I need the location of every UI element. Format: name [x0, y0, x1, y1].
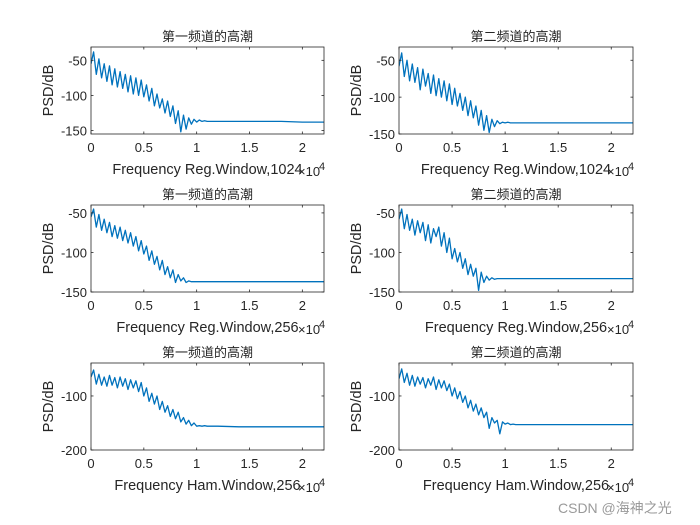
x-exponent: 4	[319, 477, 325, 489]
psd-series-line	[91, 369, 324, 428]
x-exponent-label: ×10	[298, 322, 320, 337]
x-exponent: 4	[319, 161, 325, 173]
x-tick-label: 0	[395, 298, 402, 313]
x-tick-label: 1	[193, 298, 200, 313]
subplot-title: 第一频道的高潮	[162, 345, 253, 361]
x-tick-label: 0.5	[443, 140, 461, 155]
x-tick-label: 0.5	[135, 456, 153, 471]
subplot-3: 0 0.5 1 1.5 2 -50 -100 -150 第一频道的高潮 Frequency Reg…	[41, 187, 325, 337]
axes-box	[90, 46, 325, 135]
subplot-title: 第二频道的高潮	[470, 29, 561, 45]
x-axis-label: Frequency Reg.Window,1024	[421, 162, 611, 178]
x-axis-label: Frequency Ham.Window,256	[114, 478, 300, 494]
x-tick-label: 2	[608, 140, 615, 155]
x-tick-label: 2	[608, 298, 615, 313]
y-tick-label: -200	[369, 443, 395, 458]
axes-box	[90, 204, 325, 293]
y-tick-label: -100	[369, 389, 395, 404]
x-exponent: 4	[628, 161, 634, 173]
x-tick-label: 0.5	[135, 140, 153, 155]
x-tick-label: 1.5	[240, 298, 258, 313]
psd-series-line	[91, 208, 324, 284]
x-tick-label: 1.5	[549, 298, 567, 313]
y-tick-label: -100	[61, 245, 87, 260]
x-tick-label: 1	[193, 140, 200, 155]
x-tick-label: 1	[502, 140, 509, 155]
y-tick-label: -100	[61, 88, 87, 103]
y-tick-label: -150	[369, 285, 395, 300]
x-tick-label: 1.5	[240, 456, 258, 471]
y-tick-label: -50	[68, 53, 87, 68]
x-tick-label: 2	[299, 298, 306, 313]
y-tick-label: -100	[369, 90, 395, 105]
subplot-title: 第一频道的高潮	[162, 29, 253, 45]
x-axis-label: Frequency Ham.Window,256	[423, 478, 609, 494]
y-tick-label: -50	[376, 206, 395, 221]
watermark: CSDN @海神之光	[558, 500, 672, 516]
axes-box	[90, 362, 325, 451]
x-tick-label: 0.5	[443, 456, 461, 471]
y-axis-label: PSD/dB	[41, 381, 57, 433]
x-tick-label: 1.5	[549, 140, 567, 155]
x-tick-label: 2	[299, 456, 306, 471]
x-tick-label: 0.5	[443, 298, 461, 313]
axes-box	[398, 204, 634, 293]
y-tick-label: -100	[61, 389, 87, 404]
subplot-6: 0 0.5 1 1.5 2 -100 -200 第二频道的高潮 Frequency Ham.Wi…	[349, 345, 634, 495]
x-exponent-label: ×10	[607, 480, 629, 495]
y-tick-label: -150	[369, 127, 395, 142]
x-axis-label: Frequency Reg.Window,256	[425, 320, 607, 336]
axes-box	[398, 46, 634, 135]
x-tick-label: 0	[87, 140, 94, 155]
x-tick-label: 0	[395, 140, 402, 155]
y-axis-label: PSD/dB	[349, 65, 365, 117]
psd-series-line	[91, 51, 324, 133]
x-axis-label: Frequency Reg.Window,256	[116, 320, 298, 336]
x-exponent: 4	[628, 477, 634, 489]
x-exponent: 4	[319, 319, 325, 331]
y-axis-label: PSD/dB	[349, 381, 365, 433]
subplot-title: 第二频道的高潮	[470, 345, 561, 361]
subplot-title: 第二频道的高潮	[470, 187, 561, 203]
y-tick-label: -50	[376, 53, 395, 68]
x-tick-label: 1	[193, 456, 200, 471]
y-tick-label: -100	[369, 245, 395, 260]
y-axis-label: PSD/dB	[349, 223, 365, 275]
psd-series-line	[399, 368, 633, 435]
x-tick-label: 2	[608, 456, 615, 471]
x-tick-label: 0	[87, 456, 94, 471]
x-tick-label: 1.5	[549, 456, 567, 471]
y-axis-label: PSD/dB	[41, 65, 57, 117]
subplot-2: 0 0.5 1 1.5 2 -50 -100 -150 第二频道的高潮 Frequency Reg…	[349, 29, 634, 179]
x-tick-label: 1	[502, 456, 509, 471]
x-exponent-label: ×10	[607, 322, 629, 337]
psd-series-line	[399, 52, 633, 134]
y-tick-label: -150	[61, 285, 87, 300]
subplot-4: 0 0.5 1 1.5 2 -50 -100 -150 第二频道的高潮 Frequency Reg…	[349, 187, 634, 337]
x-tick-label: 1	[502, 298, 509, 313]
subplot-title: 第一频道的高潮	[162, 187, 253, 203]
subplot-1: 0 0.5 1 1.5 2 -50 -100 -150 第一频道的高潮 Frequency Reg…	[41, 29, 325, 179]
y-tick-label: -150	[61, 123, 87, 138]
subplot-5: 0 0.5 1 1.5 2 -100 -200 第一频道的高潮 Frequency Ham.Wi…	[41, 345, 325, 495]
y-tick-label: -200	[61, 443, 87, 458]
x-tick-label: 0	[87, 298, 94, 313]
x-exponent-label: ×10	[607, 164, 629, 179]
axes-box	[398, 362, 634, 451]
x-tick-label: 2	[299, 140, 306, 155]
x-exponent: 4	[628, 319, 634, 331]
y-tick-label: -50	[68, 206, 87, 221]
x-tick-label: 0.5	[135, 298, 153, 313]
x-tick-label: 1.5	[240, 140, 258, 155]
x-tick-label: 0	[395, 456, 402, 471]
x-exponent-label: ×10	[298, 164, 320, 179]
y-axis-label: PSD/dB	[41, 223, 57, 275]
x-axis-label: Frequency Reg.Window,1024	[112, 162, 302, 178]
psd-series-line	[399, 208, 633, 292]
x-exponent-label: ×10	[298, 480, 320, 495]
